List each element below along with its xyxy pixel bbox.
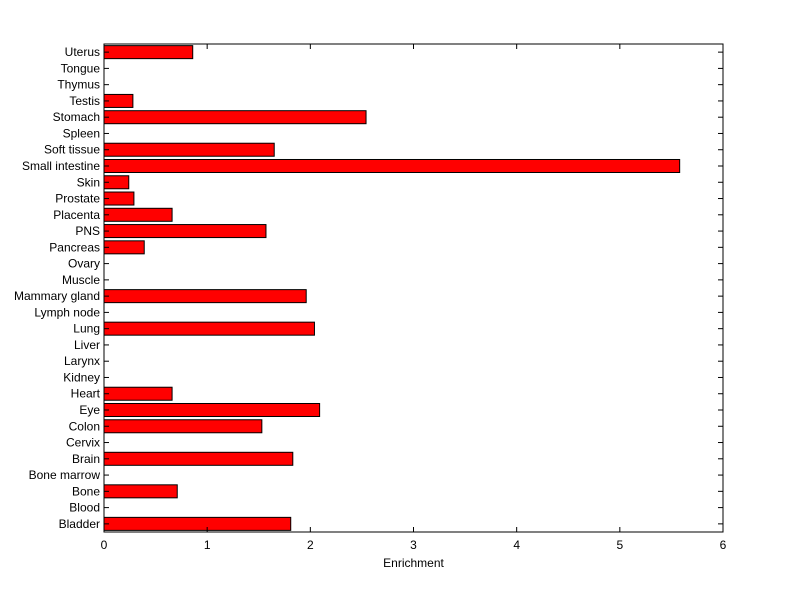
y-tick-label-lymph-node: Lymph node: [34, 305, 100, 319]
x-tick-label: 3: [410, 538, 417, 552]
bar-small-intestine: [103, 158, 681, 174]
bar-mammary-gland: [103, 289, 307, 304]
y-tick-label-bone: Bone: [72, 484, 100, 498]
y-tick-label-pancreas: Pancreas: [49, 240, 100, 254]
x-tick-label: 1: [204, 538, 211, 552]
bar-stomach: [103, 110, 367, 125]
bar-brain: [103, 451, 294, 466]
y-tick-label-skin: Skin: [77, 175, 100, 189]
y-axis-ticks: Uterus Tongue Thymus Testis Stomach Spleen Sof…: [14, 45, 723, 531]
y-tick-label-uterus: Uterus: [65, 45, 100, 59]
x-tick-label: 5: [616, 538, 623, 552]
bar-pancreas: [103, 240, 145, 255]
y-tick-label-spleen: Spleen: [63, 126, 100, 140]
x-axis-ticks: 0 1 2 3 4 5 6: [101, 44, 727, 552]
y-tick-label-testis: Testis: [69, 94, 100, 108]
y-tick-label-pns: PNS: [75, 224, 100, 238]
y-tick-label-eye: Eye: [79, 403, 100, 417]
y-tick-label-ovary: Ovary: [68, 257, 100, 271]
y-tick-label-bone-marrow: Bone marrow: [29, 468, 101, 482]
plot-frame: [103, 43, 724, 533]
y-tick-label-placenta: Placenta: [53, 208, 100, 222]
y-tick-label-thymus: Thymus: [57, 78, 100, 92]
y-tick-label-lung: Lung: [73, 322, 100, 336]
y-tick-label-heart: Heart: [71, 387, 101, 401]
bar-uterus: [103, 45, 194, 60]
plot-area: [104, 44, 723, 532]
bar-pns: [103, 224, 267, 239]
bar-placenta: [103, 207, 173, 222]
y-tick-label-prostate: Prostate: [55, 192, 100, 206]
bar-bladder: [103, 516, 292, 531]
y-tick-label-blood: Blood: [69, 501, 100, 515]
x-tick-label: 0: [101, 538, 108, 552]
y-tick-label-soft-tissue: Soft tissue: [44, 143, 100, 157]
x-tick-label: 4: [513, 538, 520, 552]
y-tick-label-colon: Colon: [69, 419, 100, 433]
bar-soft-tissue: [103, 142, 275, 157]
y-tick-label-larynx: Larynx: [64, 354, 100, 368]
y-tick-label-small-intestine: Small intestine: [22, 159, 100, 173]
y-tick-label-bladder: Bladder: [59, 517, 100, 531]
y-tick-label-mammary-gland: Mammary gland: [14, 289, 100, 303]
y-tick-label-liver: Liver: [74, 338, 100, 352]
bar-lung: [103, 321, 315, 336]
bar-heart: [103, 386, 173, 401]
bar-bone: [103, 484, 178, 499]
y-tick-label-kidney: Kidney: [63, 370, 100, 384]
y-tick-label-muscle: Muscle: [62, 273, 100, 287]
x-tick-label: 2: [307, 538, 314, 552]
x-axis-label: Enrichment: [383, 556, 444, 570]
y-tick-label-cervix: Cervix: [66, 436, 100, 450]
bar-eye: [103, 402, 321, 418]
y-tick-label-brain: Brain: [72, 452, 100, 466]
y-tick-label-stomach: Stomach: [53, 110, 100, 124]
y-tick-label-tongue: Tongue: [61, 61, 101, 75]
bar-colon: [103, 419, 263, 434]
x-tick-label: 6: [720, 538, 727, 552]
